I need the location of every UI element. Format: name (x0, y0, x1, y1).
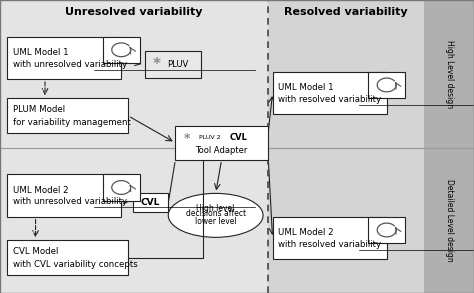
Bar (175, 126, 268, 160)
Text: Detailed Level design: Detailed Level design (445, 179, 454, 262)
Bar (7, 240, 128, 275)
Bar (268, 0, 424, 148)
Text: with unresolved variability: with unresolved variability (13, 60, 127, 69)
Text: High level: High level (197, 204, 235, 212)
Bar (0, 148, 268, 293)
Text: PLUV 2: PLUV 2 (199, 135, 223, 140)
Text: High Level design: High Level design (445, 40, 454, 108)
Bar (7, 37, 121, 79)
Text: Unresolved variability: Unresolved variability (65, 7, 203, 17)
Text: PLUV: PLUV (167, 60, 188, 69)
Text: *: * (184, 132, 191, 145)
Bar (424, 0, 474, 148)
Text: *: * (153, 57, 160, 72)
Text: UML Model 2: UML Model 2 (13, 186, 68, 195)
Text: CVL: CVL (230, 133, 248, 142)
Bar (273, 72, 387, 114)
Text: lower level: lower level (195, 217, 237, 226)
Bar (7, 174, 121, 217)
Text: decisions affect: decisions affect (186, 209, 246, 218)
Text: with resolved variability: with resolved variability (278, 240, 382, 249)
Bar (103, 37, 140, 63)
Bar (368, 72, 405, 98)
Text: with resolved variability: with resolved variability (278, 95, 382, 104)
Bar (273, 217, 387, 259)
Bar (268, 148, 424, 293)
Text: UML Model 1: UML Model 1 (278, 84, 334, 92)
Text: for variability management: for variability management (13, 118, 131, 127)
Text: UML Model 1: UML Model 1 (13, 48, 68, 57)
Bar (424, 148, 474, 293)
Text: UML Model 2: UML Model 2 (278, 229, 334, 237)
Bar (0, 0, 268, 148)
Ellipse shape (168, 193, 263, 237)
Text: Resolved variability: Resolved variability (284, 7, 408, 17)
Text: Tool Adapter: Tool Adapter (195, 146, 248, 155)
Bar (145, 51, 201, 78)
Text: with unresolved variability: with unresolved variability (13, 197, 127, 207)
Text: PLUM Model: PLUM Model (13, 105, 65, 114)
Text: CVL Model: CVL Model (13, 247, 58, 256)
Bar (103, 174, 140, 201)
Bar (133, 193, 168, 212)
Bar (368, 217, 405, 243)
Bar (7, 98, 128, 133)
Text: with CVL variability concepts: with CVL variability concepts (13, 260, 137, 269)
Text: CVL: CVL (141, 198, 160, 207)
